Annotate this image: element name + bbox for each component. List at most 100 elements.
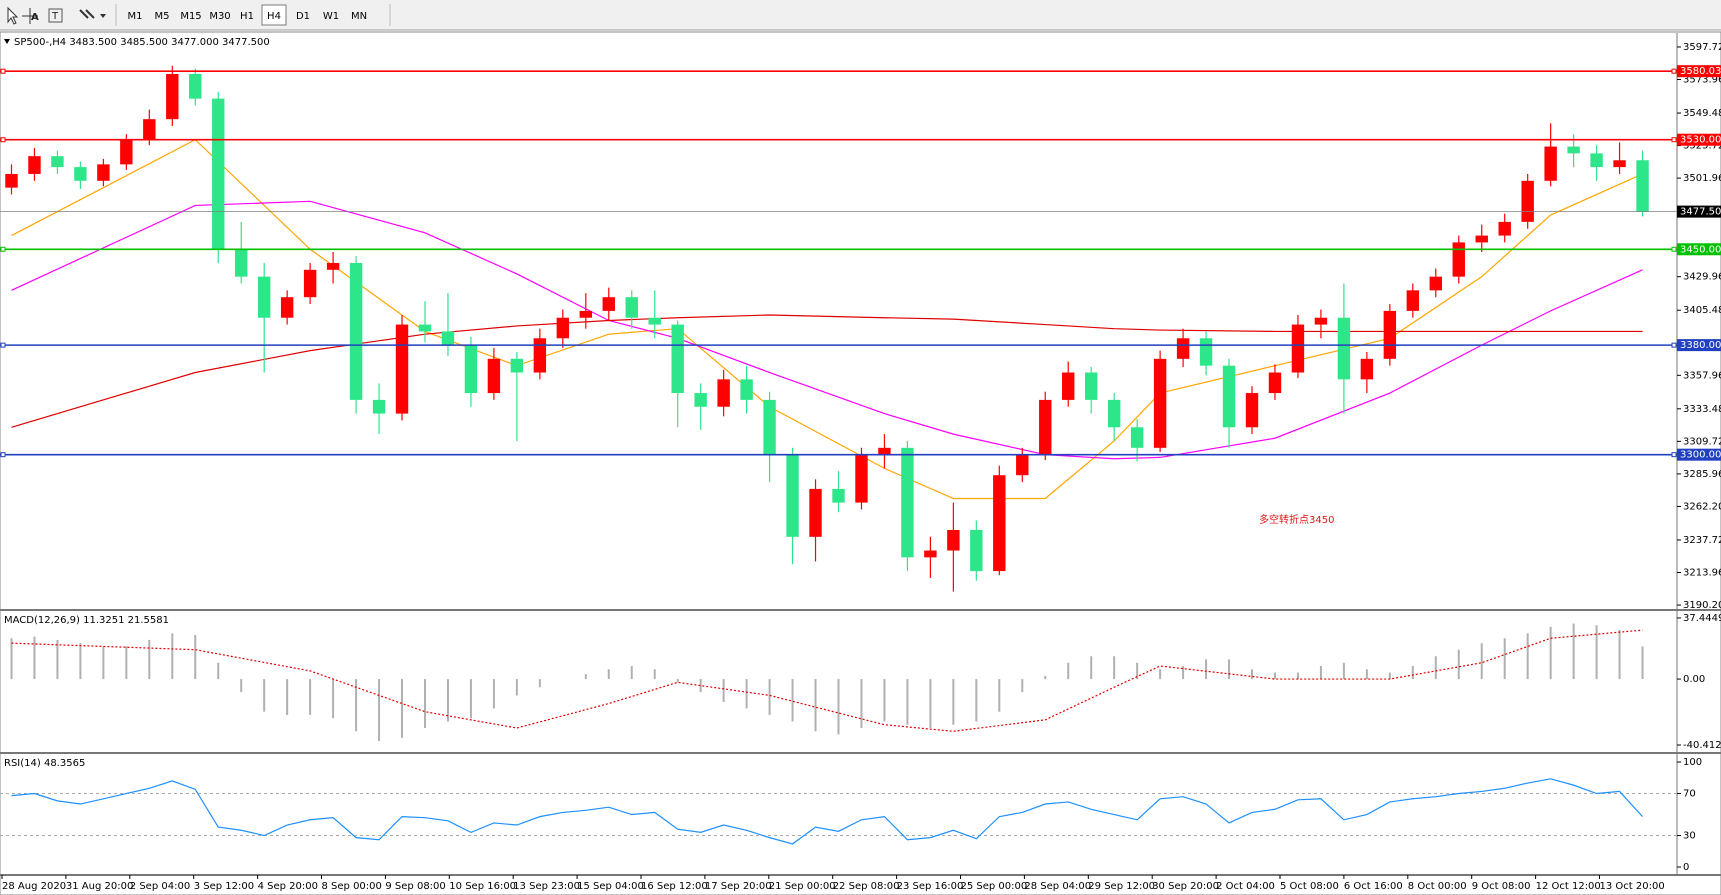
y-tick-label: 3333.480 — [1683, 404, 1721, 415]
candle-body — [1613, 160, 1626, 168]
candle-body — [510, 358, 524, 373]
y-tick-label: 3190.200 — [1683, 600, 1721, 611]
candle-body — [1314, 317, 1328, 325]
timeframe-button[interactable]: M15 — [180, 11, 201, 22]
candle-body — [694, 393, 707, 407]
candle-body — [1383, 310, 1397, 359]
x-tick-label: 2 Oct 04:00 — [1216, 881, 1275, 892]
candle-body — [487, 358, 501, 394]
dropdown-icon[interactable] — [100, 14, 106, 18]
candle-body — [625, 297, 638, 318]
candle-body — [1222, 365, 1236, 428]
candle-body — [51, 156, 64, 168]
cursor-icon[interactable] — [7, 6, 19, 25]
timeframe-button[interactable]: M30 — [209, 11, 230, 22]
x-tick-label: 25 Sep 00:00 — [961, 881, 1028, 892]
x-tick-label: 21 Sep 00:00 — [769, 881, 836, 892]
chart-header: SP500-,H4 3483.500 3485.500 3477.000 347… — [14, 37, 270, 48]
candle-body — [533, 338, 547, 373]
candle-body — [1544, 146, 1557, 181]
candle-body — [120, 139, 133, 165]
level-handle — [1671, 68, 1677, 74]
candle-body — [372, 399, 386, 414]
x-tick-label: 30 Sep 20:00 — [1152, 881, 1219, 892]
candle-body — [1452, 242, 1465, 277]
x-tick-label: 31 Aug 20:00 — [66, 881, 133, 892]
rsi-line — [11, 778, 1643, 845]
candle-body — [1636, 160, 1649, 212]
level-handle — [0, 246, 6, 252]
level-handle — [0, 452, 6, 458]
candle-body — [395, 324, 409, 414]
timeframe-button[interactable]: MN — [351, 11, 367, 22]
candle-body — [671, 324, 684, 394]
level-label: 3300.000 — [1680, 450, 1721, 461]
candle-body — [464, 345, 478, 394]
y-tick-label: 3405.480 — [1683, 305, 1721, 316]
y-tick-label: 3573.960 — [1683, 75, 1721, 86]
candle-body — [189, 73, 202, 99]
timeframe-button[interactable]: M5 — [155, 11, 170, 22]
x-tick-label: 23 Sep 16:00 — [897, 881, 964, 892]
candle-body — [1590, 153, 1603, 168]
signal-line — [11, 629, 1643, 732]
objects-icon[interactable] — [79, 9, 95, 19]
moving-average — [11, 200, 1643, 460]
timeframe-button[interactable]: H4 — [267, 11, 281, 22]
x-tick-label: 13 Sep 23:00 — [513, 881, 580, 892]
timeframe-button[interactable]: W1 — [323, 11, 339, 22]
crosshair-icon[interactable] — [22, 8, 38, 24]
x-tick-label: 5 Oct 08:00 — [1280, 881, 1339, 892]
candle-body — [1406, 290, 1420, 311]
candle-body — [740, 379, 753, 400]
timeframe-button[interactable]: M1 — [128, 11, 143, 22]
candle-body — [74, 167, 87, 181]
moving-average — [11, 138, 1643, 500]
x-tick-label: 10 Sep 16:00 — [449, 881, 516, 892]
level-handle — [1671, 137, 1677, 143]
toolbar — [0, 0, 1721, 30]
timeframe-button[interactable]: H1 — [240, 11, 254, 22]
text-icon[interactable]: A — [31, 12, 39, 23]
level-handle — [0, 68, 6, 74]
level-label: 3380.000 — [1680, 340, 1721, 351]
label-icon[interactable] — [48, 8, 63, 23]
x-tick-label: 28 Sep 04:00 — [1024, 881, 1091, 892]
candle-body — [1268, 372, 1282, 394]
y-tick-label: 3525.720 — [1683, 141, 1721, 152]
toolbar-icons: A T — [7, 4, 117, 26]
candle-body — [97, 164, 110, 181]
y-tick-label: 30 — [1683, 831, 1696, 842]
x-tick-label: 13 Oct 20:00 — [1600, 881, 1665, 892]
candle-body — [970, 529, 983, 572]
level-label: 3450.000 — [1680, 244, 1721, 255]
candle-body — [786, 454, 799, 537]
candle-body — [763, 399, 776, 455]
candle-body — [257, 276, 271, 318]
candle-body — [1498, 221, 1511, 236]
candle-body — [1199, 338, 1213, 366]
x-tick-label: 12 Oct 12:00 — [1536, 881, 1601, 892]
label-icon-t: T — [51, 11, 59, 22]
level-handle — [0, 342, 6, 348]
timeframe-button[interactable]: D1 — [296, 11, 310, 22]
candle-body — [441, 331, 455, 346]
level-label-bg — [1677, 65, 1721, 78]
candle-body — [349, 262, 363, 400]
candle-body — [280, 297, 294, 318]
candle-body — [1107, 399, 1121, 428]
x-tick-label: 6 Oct 16:00 — [1344, 881, 1403, 892]
last-price-label: 3477.500 — [1680, 207, 1721, 218]
level-handle — [0, 137, 6, 143]
y-tick-label: 3549.480 — [1683, 108, 1721, 119]
candle-body — [901, 447, 914, 558]
y-tick-label: 3285.960 — [1683, 469, 1721, 480]
y-tick-label: -40.4125 — [1683, 740, 1721, 751]
candle-body — [855, 454, 868, 503]
x-tick-label: 15 Sep 04:00 — [577, 881, 644, 892]
candle-body — [1176, 338, 1190, 359]
candle-body — [579, 310, 593, 318]
candle-body — [1153, 358, 1167, 448]
y-tick-label: 70 — [1683, 789, 1696, 800]
candle-body — [648, 317, 661, 325]
